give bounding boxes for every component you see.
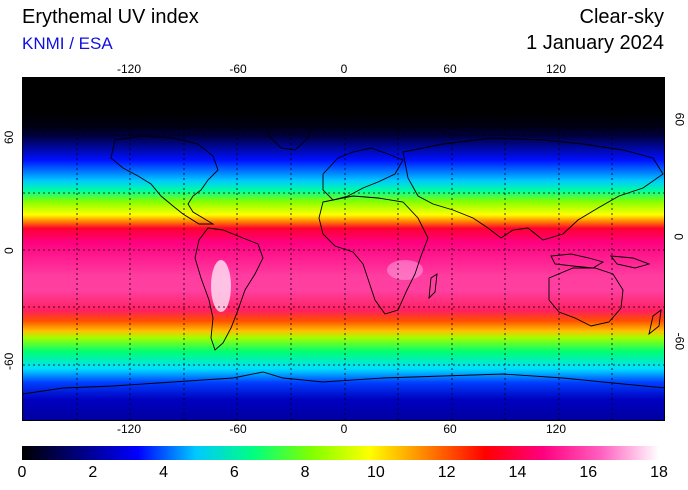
colorbar-tick-label: 8 [300, 464, 310, 481]
coastline-europe [322, 147, 404, 201]
coastline-greenland [262, 113, 314, 151]
lat-tick-left: 60 [2, 130, 16, 144]
lon-tick-bottom: 120 [545, 422, 567, 436]
colorbar-tick-label: 16 [579, 464, 598, 481]
map-title: Erythemal UV index [22, 6, 199, 28]
coastline-antarctica [23, 371, 664, 395]
high-uv-patch [211, 260, 231, 312]
colorbar-tick-label: 6 [229, 464, 239, 481]
coastline-indonesia [550, 253, 605, 269]
colorbar-tick-label: 0 [17, 464, 27, 481]
colorbar-tick-label: 2 [88, 464, 98, 481]
coastline-africa [318, 195, 429, 315]
high-uv-patch [387, 260, 423, 280]
lat-tick-left: 0 [2, 247, 16, 254]
lon-tick-top: -60 [229, 62, 247, 76]
coastline-australia [548, 267, 624, 327]
graticule [23, 78, 664, 420]
lat-tick-right: 0 [672, 233, 686, 240]
colorbar-tick-label: 4 [159, 464, 168, 481]
lon-tick-top: 0 [340, 62, 348, 76]
map-credit: KNMI / ESA [22, 34, 113, 53]
uv-colorbar [22, 446, 659, 460]
uv-map [22, 77, 665, 421]
lat-tick-right: -60 [672, 332, 686, 350]
lon-tick-bottom: 0 [340, 422, 348, 436]
sky-condition: Clear-sky [579, 6, 664, 28]
lon-tick-bottom: -120 [116, 422, 142, 436]
coastline-north-america [110, 135, 219, 225]
lat-tick-left: -60 [2, 352, 16, 370]
colorbar-tick-label: 10 [366, 464, 385, 481]
coastline-madagascar [428, 273, 438, 300]
coastline-asia [402, 137, 664, 241]
map-overlay [23, 78, 664, 420]
lon-tick-top: 60 [443, 62, 457, 76]
map-date: 1 January 2024 [526, 32, 664, 54]
colorbar-tick-label: 14 [508, 464, 527, 481]
lon-tick-top: -120 [116, 62, 142, 76]
lat-tick-right: 60 [672, 112, 686, 126]
coastline-new-zealand [648, 309, 662, 336]
colorbar-tick-label: 18 [650, 464, 668, 481]
lon-tick-top: 120 [545, 62, 567, 76]
coastline-new-guinea [610, 255, 651, 269]
colorbar-tick-label: 12 [437, 464, 456, 481]
lon-tick-bottom: -60 [229, 422, 247, 436]
coastline-south-america [194, 227, 264, 351]
lon-tick-bottom: 60 [443, 422, 457, 436]
